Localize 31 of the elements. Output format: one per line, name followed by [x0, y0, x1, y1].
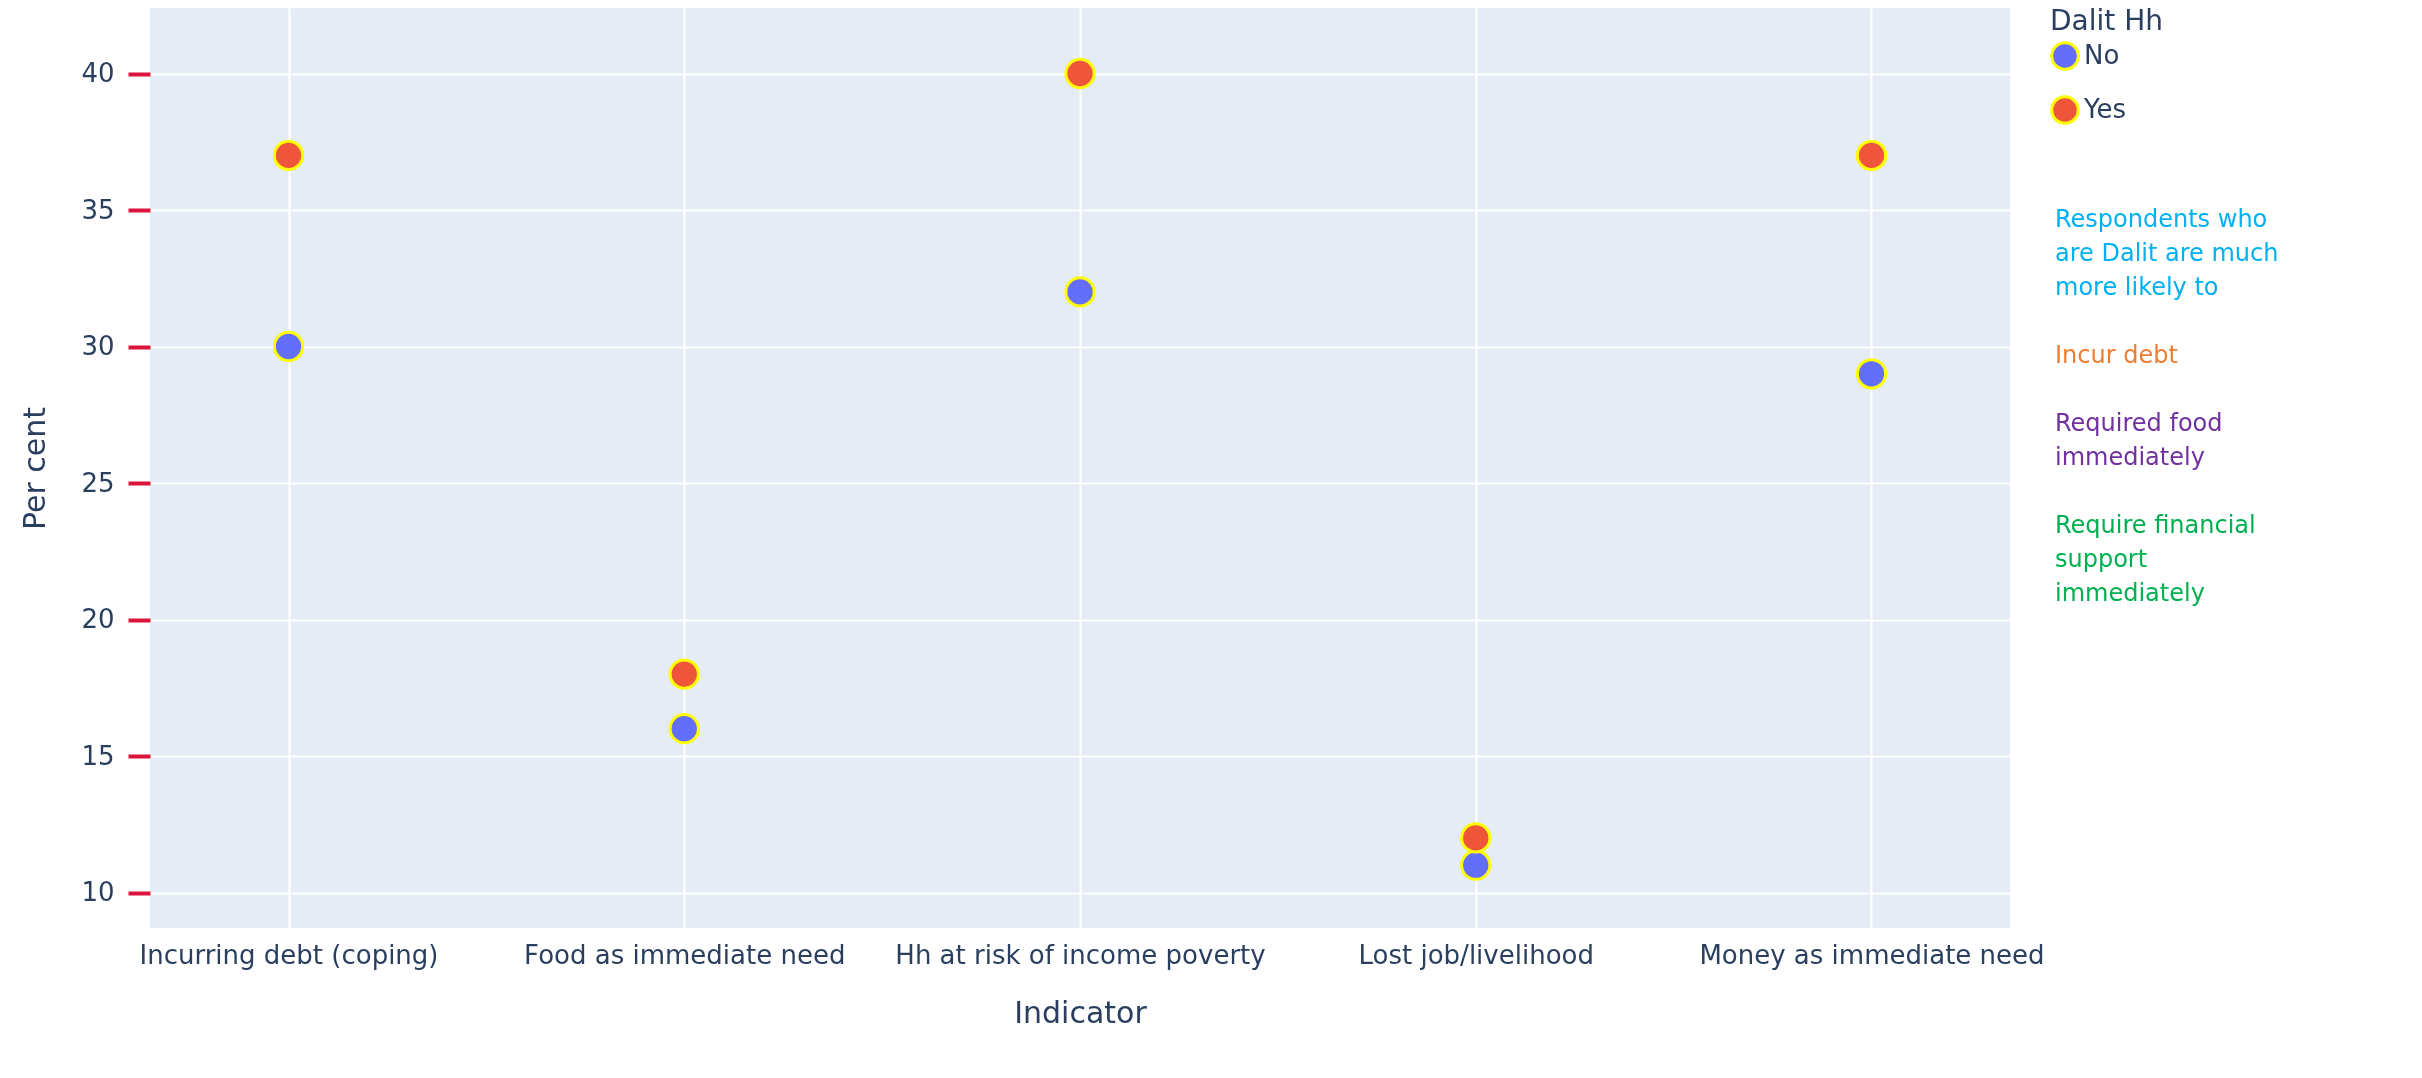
- point: [1460, 822, 1492, 854]
- point: [668, 658, 700, 690]
- x-tick-label: Money as immediate need: [1699, 939, 2045, 970]
- x-tick-label: Hh at risk of income poverty: [895, 939, 1266, 970]
- point: [272, 139, 305, 172]
- point: [1064, 57, 1096, 90]
- y-tick-label: 20: [81, 604, 115, 635]
- legend-title: Dalit Hh: [2050, 4, 2163, 37]
- point: [668, 713, 700, 745]
- y-tick-label: 30: [81, 331, 115, 362]
- text: Require financial support immediately: [2055, 511, 2256, 607]
- y-tick-label: 25: [81, 467, 115, 498]
- text: Required food immediately: [2055, 409, 2223, 471]
- x-axis-title: Indicator: [1014, 994, 1148, 1030]
- point: [1855, 139, 1888, 172]
- y-tick-label: 35: [81, 194, 115, 225]
- legend-label: No: [2084, 40, 2120, 70]
- y-tick-label: 40: [81, 58, 115, 89]
- x-tick-label: Lost job/livelihood: [1358, 939, 1594, 970]
- x-tick-label: Food as immediate need: [524, 939, 846, 970]
- y-tick-label: 15: [81, 740, 115, 771]
- point: [1064, 276, 1096, 308]
- y-axis-title: Per cent: [17, 406, 53, 531]
- legend-label: Yes: [2083, 94, 2126, 124]
- text: Incur debt: [2055, 341, 2178, 369]
- text: Respondents who are Dalit are much more likely to: [2055, 205, 2279, 301]
- point: [272, 330, 305, 363]
- y-tick-label: 10: [81, 877, 115, 908]
- x-tick-label: Incurring debt (coping): [139, 939, 439, 970]
- point: [1855, 358, 1888, 390]
- point: [1460, 849, 1492, 881]
